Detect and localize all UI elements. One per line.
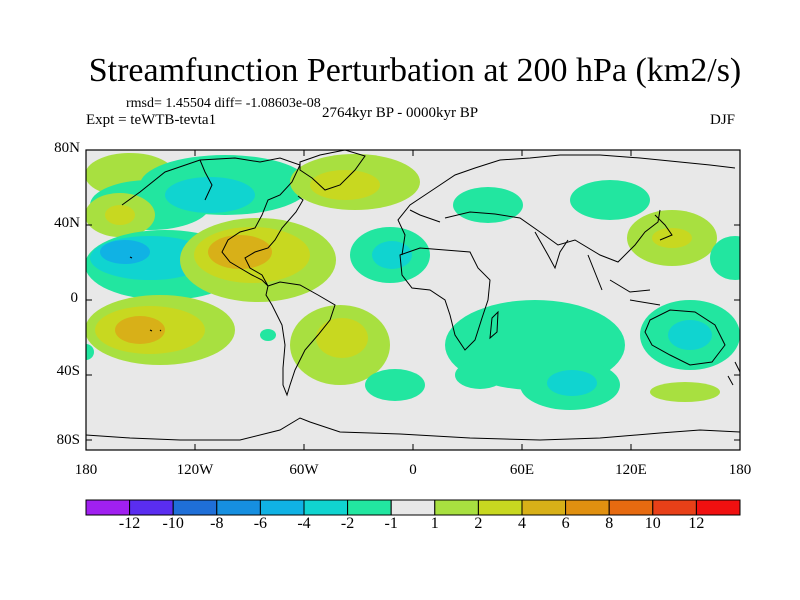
lon-label-180e: 180 [728,462,752,478]
lon-label-180w: 180 [74,462,98,478]
colorbar-label: -1 [384,515,398,532]
lon-label-60e: 60E [509,462,535,478]
lat-label-40n: 40N [54,215,80,231]
figure-title: Streamfunction Perturbation at 200 hPa (… [88,52,742,89]
colorbar-label: -4 [297,515,311,532]
contour-fields [86,153,740,410]
experiment-label: Expt = teWTB-tevta1 [86,112,217,128]
colorbar-swatch [129,499,174,516]
colorbar-label: -10 [162,515,184,532]
coastlines [86,150,740,441]
colorbar-swatch [85,499,131,516]
colorbar [85,499,741,516]
colorbar-swatch [347,499,392,516]
lat-label-0: 0 [70,290,79,306]
lon-label-60w: 60W [289,462,319,478]
lat-label-80s: 80S [56,432,80,448]
colorbar-swatch [259,499,305,516]
lon-label-120w: 120W [176,462,214,478]
stats-line: rmsd= 1.45504 diff= -1.08603e-08 [126,96,321,111]
season-label: DJF [710,112,736,128]
colorbar-label: -6 [253,515,268,532]
axis-ticks [85,149,741,450]
colorbar-swatch [477,499,523,516]
colorbar-label: 4 [518,515,526,532]
colorbar-swatch [216,499,261,516]
period-label: 2764kyr BP - 0000kyr BP [322,105,479,121]
colorbar-label: 2 [474,515,483,532]
colorbar-label: 10 [644,515,661,532]
colorbar-label: 8 [605,515,614,532]
colorbar-swatch [565,499,610,516]
colorbar-label: -2 [340,515,355,532]
map-area [86,150,740,450]
colorbar-label: 6 [561,515,570,532]
colorbar-swatch [390,499,436,516]
colorbar-swatch [652,499,697,516]
lat-label-40s: 40S [56,363,80,379]
colorbar-swatch [303,499,349,516]
colorbar-swatch [434,499,479,516]
colorbar-label: -8 [210,515,224,532]
lon-label-120e: 120E [615,462,647,478]
colorbar-swatch [172,499,218,516]
colorbar-swatch [695,499,741,516]
lon-label-0: 0 [409,462,417,478]
lat-label-80n: 80N [54,140,80,156]
colorbar-label: 12 [688,515,705,532]
colorbar-label: 1 [430,515,439,532]
colorbar-swatch [521,499,567,516]
colorbar-label: -12 [118,515,141,532]
colorbar-swatch [608,499,654,516]
